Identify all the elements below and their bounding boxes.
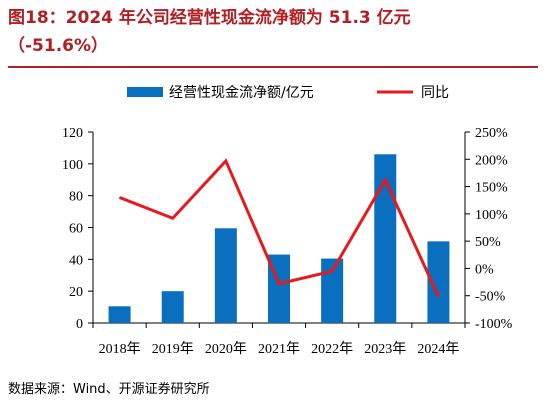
legend: 经营性现金流净额/亿元 同比 (127, 85, 449, 101)
x-tick-label: 2020年 (205, 341, 247, 357)
y-right-tick-label: 0% (475, 262, 494, 277)
x-tick-label: 2018年 (99, 341, 141, 357)
y-right-tick-label: 250% (475, 126, 508, 141)
yoy-point (225, 160, 227, 162)
yoy-point (384, 179, 386, 181)
y-left-tick-label: 60 (69, 222, 83, 237)
title-divider (8, 66, 538, 68)
bar (374, 154, 397, 323)
legend-line-label: 同比 (421, 85, 449, 101)
legend-bar-label: 经营性现金流净额/亿元 (169, 85, 314, 101)
y-right-tick-label: 150% (475, 181, 508, 196)
yoy-point (278, 283, 280, 285)
bar (161, 291, 184, 323)
figure-title: 图18：2024 年公司经营性现金流净额为 51.3 亿元 （-51.6%） (8, 4, 540, 60)
y-right-tick-label: 100% (475, 208, 508, 223)
bar (321, 258, 344, 323)
y-right-tick-label: -50% (475, 290, 506, 305)
x-tick-label: 2019年 (152, 341, 194, 357)
y-left-tick-label: 20 (69, 285, 83, 300)
plot-area: 0 20 40 60 80 100 120 -100% -50% 0% 50% 100% 150% 200… (62, 126, 513, 357)
x-tick-label: 2021年 (258, 341, 300, 357)
y-right-tick-label: -100% (475, 317, 513, 332)
y-left-tick-label: 100 (62, 158, 83, 173)
x-tick-label: 2022年 (311, 341, 353, 357)
y-left-tick-label: 120 (62, 126, 83, 141)
yoy-point (119, 196, 121, 198)
x-tick-label: 2024年 (417, 341, 459, 357)
legend-bar-swatch (127, 87, 163, 97)
y-left-tick-label: 40 (69, 253, 83, 268)
bar (427, 241, 450, 323)
bar (108, 306, 131, 323)
title-line-2: （-51.6%） (8, 36, 109, 56)
yoy-point (172, 217, 174, 219)
title-line-1: 图18：2024 年公司经营性现金流净额为 51.3 亿元 (8, 8, 411, 28)
source-note: 数据来源：Wind、开源证券研究所 (8, 382, 210, 397)
bar (214, 228, 237, 323)
x-tick-label: 2023年 (364, 341, 406, 357)
y-left-tick-label: 0 (76, 317, 83, 332)
yoy-point (331, 270, 333, 272)
y-left-tick-label: 80 (69, 190, 83, 205)
y-right-tick-label: 200% (475, 153, 508, 168)
y-right-tick-label: 50% (475, 235, 501, 250)
yoy-point (437, 296, 439, 298)
